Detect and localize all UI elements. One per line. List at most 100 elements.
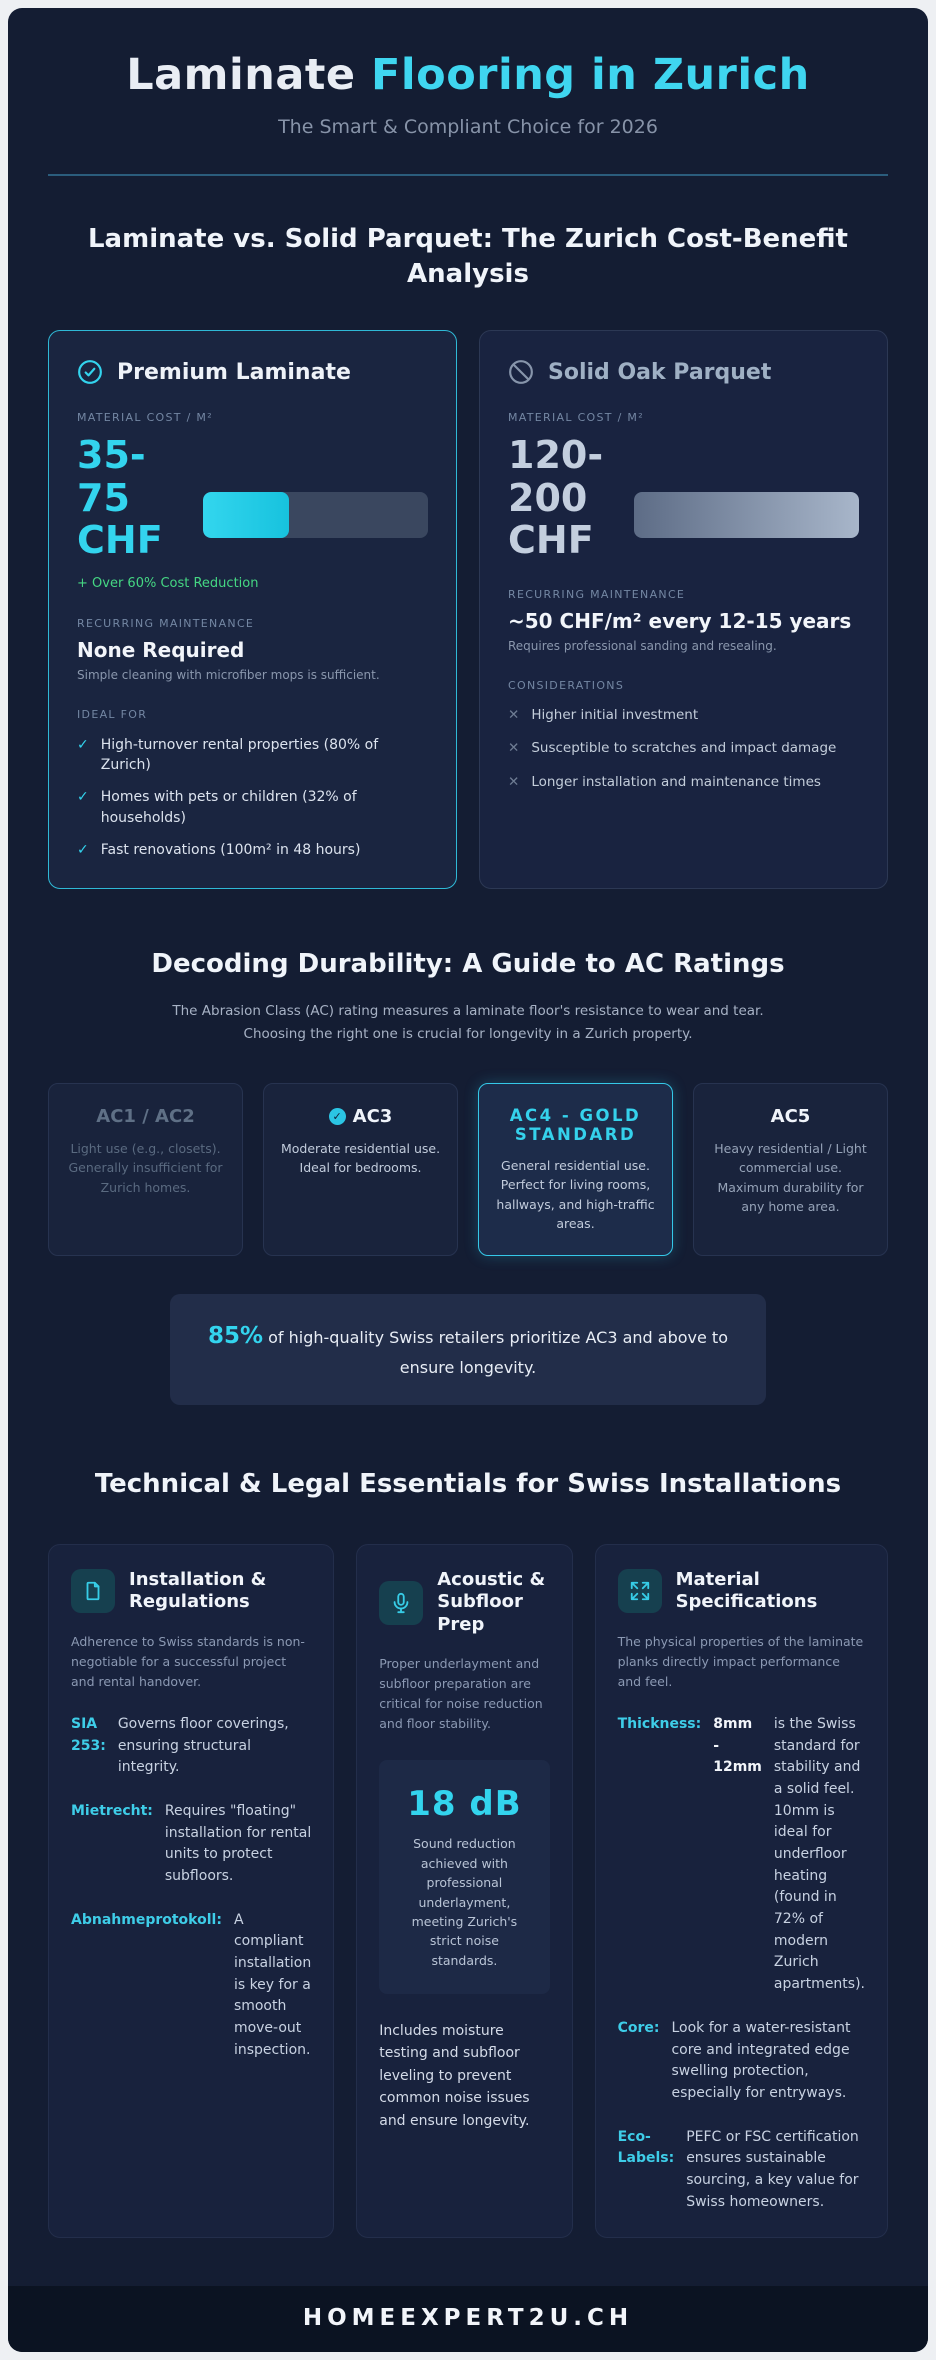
ac4-title: AC4 - GOLD STANDARD xyxy=(509,1105,642,1144)
ac3-title: AC3 xyxy=(352,1105,393,1127)
definition-row: SIA 253: Governs floor coverings, ensuri… xyxy=(71,1714,311,1779)
laminate-card-title: Premium Laminate xyxy=(117,359,351,385)
page-title-white: Laminate xyxy=(126,50,372,100)
list-item: ✕ Susceptible to scratches and impact dam… xyxy=(508,739,859,759)
ac5-title: AC5 xyxy=(770,1105,811,1127)
definition-term: Thickness: xyxy=(617,1715,702,1732)
microphone-icon xyxy=(379,1580,424,1625)
ac1-ac2-title: AC1 / AC2 xyxy=(96,1105,195,1127)
page-subtitle: The Smart & Compliant Choice for 2026 xyxy=(278,116,658,138)
definition-term: SIA 253: xyxy=(71,1715,106,1754)
laminate-cost-value: 35-75 CHF xyxy=(77,433,163,563)
laminate-cost-bar xyxy=(189,434,428,562)
parquet-maintenance-note: Requires professional sanding and reseal… xyxy=(508,638,777,653)
definition-row: Eco-Labels: PEFC or FSC certification en… xyxy=(618,2127,865,2214)
definition-desc: Look for a water-resistant core and inte… xyxy=(671,2019,851,2101)
checkmark-icon: ✓ xyxy=(77,789,89,806)
laminate-ideal-list: ✓ High-turnover rental properties (80% of… xyxy=(77,735,428,860)
infographic-page: Laminate Flooring in Zurich The Smart & … xyxy=(8,8,928,2353)
parquet-cost-bar-fill xyxy=(634,492,859,538)
parquet-cost-bar xyxy=(620,434,859,562)
list-item-text: Susceptible to scratches and impact dama… xyxy=(531,740,837,757)
list-item: ✕ Longer installation and maintenance tim… xyxy=(508,773,859,793)
acoustic-card-title: Acoustic & Subfloor Prep xyxy=(437,1568,546,1635)
page-footer: HOMEEXPERT2U.CH xyxy=(8,2286,928,2353)
check-circle-icon xyxy=(77,359,103,385)
parquet-cost-value: 120-200 CHF xyxy=(508,433,604,563)
laminate-cost-note: + Over 60% Cost Reduction xyxy=(77,575,259,591)
parquet-card-header: Solid Oak Parquet xyxy=(508,359,859,385)
site-name: HOMEEXPERT2U.CH xyxy=(302,2305,634,2332)
page-title: Laminate Flooring in Zurich xyxy=(8,50,928,100)
x-mark-icon: ✕ xyxy=(508,706,520,723)
parquet-cost-label: MATERIAL COST / M² xyxy=(508,411,644,425)
checkmark-icon: ✓ xyxy=(77,842,89,859)
installation-regulations-card: Installation & Regulations Adherence to … xyxy=(48,1543,335,2239)
parquet-maintenance-label: RECURRING MAINTENANCE xyxy=(508,587,686,601)
parquet-price-row: 120-200 CHF xyxy=(508,434,859,562)
material-card-header: Material Specifications xyxy=(617,1568,865,1614)
ac3-text: Moderate residential use. Ideal for bedr… xyxy=(280,1140,441,1176)
acoustic-card-outro: Includes moisture testing and subfloor l… xyxy=(379,2023,530,2129)
laminate-cost-label: MATERIAL COST / M² xyxy=(77,411,213,425)
list-item: ✓ Homes with pets or children (32% of hou… xyxy=(77,787,428,828)
section-ac-ratings: Decoding Durability: A Guide to AC Ratin… xyxy=(8,947,928,1405)
ac3-card: ✓ AC3 Moderate residential use. Ideal for… xyxy=(263,1082,458,1257)
document-icon xyxy=(71,1569,115,1614)
definition-desc: Requires "floating" installation for ren… xyxy=(164,1802,312,1885)
parquet-maintenance-value: ~50 CHF/m² every 12-15 years xyxy=(508,608,852,633)
installation-card-header: Installation & Regulations xyxy=(71,1569,311,1614)
checkmark-icon: ✓ xyxy=(77,736,89,753)
material-card-title: Material Specifications xyxy=(675,1568,818,1613)
parquet-considerations-list: ✕ Higher initial investment ✕ Susceptible … xyxy=(508,706,859,793)
technical-heading: Technical & Legal Essentials for Swiss I… xyxy=(94,1468,842,1499)
laminate-card-header: Premium Laminate xyxy=(77,359,428,385)
definition-row: Thickness: 8mm - 12mm is the Swiss standa… xyxy=(618,1714,865,1996)
ac5-text: Heavy residential / Light commercial use… xyxy=(714,1140,867,1215)
x-mark-icon: ✕ xyxy=(508,740,520,757)
section-technical: Technical & Legal Essentials for Swiss I… xyxy=(8,1467,928,2239)
stat-callout-value: 85% xyxy=(207,1323,264,1350)
installation-card-intro: Adherence to Swiss standards is non-nego… xyxy=(71,1633,305,1689)
laminate-price-row: 35-75 CHF xyxy=(77,434,428,562)
solid-oak-parquet-card: Solid Oak Parquet MATERIAL COST / M² 120… xyxy=(479,330,888,890)
acoustic-subfloor-card: Acoustic & Subfloor Prep Proper underlay… xyxy=(356,1543,573,2239)
stat-callout: 85% of high-quality Swiss retailers prio… xyxy=(170,1294,766,1405)
laminate-maintenance-value: None Required xyxy=(77,637,245,662)
thickness-value: 8mm - 12mm xyxy=(713,1715,762,1776)
definition-term: Core: xyxy=(617,2019,660,2036)
parquet-considerations-label: CONSIDERATIONS xyxy=(508,678,625,692)
sound-reduction-desc: Sound reduction achieved with profession… xyxy=(411,1836,518,1968)
list-item-text: Higher initial investment xyxy=(531,706,699,723)
list-item: ✓ Fast renovations (100m² in 48 hours) xyxy=(77,840,428,860)
expand-arrows-icon xyxy=(617,1569,662,1614)
material-specifications-card: Material Specifications The physical pro… xyxy=(594,1543,888,2239)
ac5-card: AC5 Heavy residential / Light commercial… xyxy=(693,1082,888,1257)
definition-desc: Governs floor coverings, ensuring struct… xyxy=(117,1715,289,1776)
sound-reduction-stat: 18 dB Sound reduction achieved with prof… xyxy=(379,1760,550,1995)
laminate-cost-bar-track xyxy=(203,492,428,538)
parquet-cost-bar-track xyxy=(634,492,859,538)
list-item: ✕ Higher initial investment xyxy=(508,706,859,726)
premium-laminate-card: Premium Laminate MATERIAL COST / M² 35-7… xyxy=(48,330,457,890)
list-item-text: Homes with pets or children (32% of hous… xyxy=(100,789,357,826)
thickness-text: is the Swiss standard for stability and … xyxy=(773,1715,865,1993)
comparison-grid: Premium Laminate MATERIAL COST / M² 35-7… xyxy=(48,330,888,890)
comparison-heading: Laminate vs. Solid Parquet: The Zurich C… xyxy=(87,224,848,290)
material-card-intro: The physical properties of the laminate … xyxy=(617,1633,864,1689)
definition-desc: A compliant installation is key for a sm… xyxy=(233,1911,312,2058)
ac4-text: General residential use. Perfect for liv… xyxy=(496,1157,655,1232)
ratings-heading: Decoding Durability: A Guide to AC Ratin… xyxy=(151,949,785,980)
header-divider xyxy=(48,174,888,176)
laminate-ideal-label: IDEAL FOR xyxy=(77,707,148,721)
definition-term: Eco-Labels: xyxy=(617,2128,675,2167)
definition-row: Core: Look for a water-resistant core an… xyxy=(618,2018,865,2105)
slash-circle-icon xyxy=(508,359,534,385)
ac1-ac2-card: AC1 / AC2 Light use (e.g., closets). Gen… xyxy=(48,1082,243,1257)
parquet-card-title: Solid Oak Parquet xyxy=(548,359,772,385)
sound-reduction-value: 18 dB xyxy=(407,1784,522,1825)
page-title-accent: Flooring in Zurich xyxy=(371,50,810,100)
list-item-text: Fast renovations (100m² in 48 hours) xyxy=(100,842,361,859)
laminate-cost-bar-fill xyxy=(203,492,289,538)
stat-callout-text: of high-quality Swiss retailers prioriti… xyxy=(268,1328,728,1378)
